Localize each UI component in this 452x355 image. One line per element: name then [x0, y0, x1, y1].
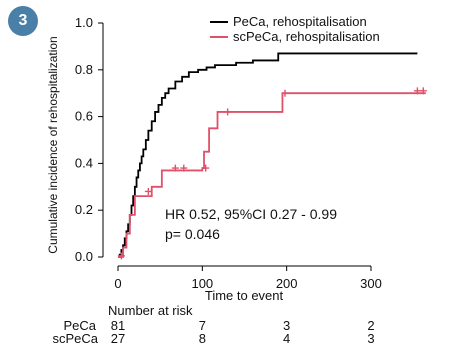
x-tick-label: 100 — [191, 276, 213, 291]
x-tick-label: 200 — [276, 276, 298, 291]
hazard-ratio-annotation: HR 0.52, 95%CI 0.27 - 0.99 — [165, 206, 337, 222]
risk-row-value: 2 — [367, 318, 374, 333]
risk-row-value: 4 — [283, 331, 290, 346]
risk-row-value: 3 — [283, 318, 290, 333]
risk-row-value: 7 — [199, 318, 206, 333]
censor-mark-scpeca — [117, 252, 125, 260]
censor-mark-scpeca — [419, 87, 427, 95]
legend-label-peca: PeCa, rehospitalisation — [233, 14, 367, 29]
series-line-scpeca — [118, 92, 426, 258]
x-axis-label: Time to event — [205, 288, 284, 303]
risk-row-label: scPeCa — [52, 331, 98, 346]
censor-mark-scpeca — [171, 164, 179, 172]
series-line-peca — [118, 52, 418, 258]
censor-mark-scpeca — [180, 164, 188, 172]
censor-mark-scpeca — [224, 108, 232, 116]
y-axis-label: Cumulative incidence of rehospitalizatio… — [46, 36, 60, 253]
censor-mark-scpeca — [413, 87, 421, 95]
series-layer — [117, 52, 427, 260]
panel-number-badge: 3 — [8, 6, 38, 36]
risk-row-value: 8 — [199, 331, 206, 346]
x-tick-label: 0 — [114, 276, 121, 291]
risk-row-label: PeCa — [63, 318, 96, 333]
y-tick-label: 0.8 — [75, 62, 93, 77]
censor-mark-scpeca — [144, 187, 152, 195]
y-tick-label: 1.0 — [75, 15, 93, 30]
legend: PeCa, rehospitalisation scPeCa, rehospit… — [210, 14, 380, 44]
x-tick-label: 300 — [360, 276, 382, 291]
y-tick-label: 0.6 — [75, 109, 93, 124]
censor-mark-scpeca — [202, 164, 210, 172]
risk-row-value: 3 — [367, 331, 374, 346]
y-tick-label: 0.0 — [75, 249, 93, 264]
risk-table-title: Number at risk — [108, 303, 193, 318]
legend-label-scpeca: scPeCa, rehospitalisation — [233, 29, 380, 44]
y-tick-label: 0.4 — [75, 155, 93, 170]
y-tick-label: 0.2 — [75, 202, 93, 217]
axes: 0.0 0.2 0.4 0.6 0.8 1.0 0 100 200 300 — [75, 15, 382, 291]
risk-row-value: 81 — [111, 318, 125, 333]
risk-row-value: 27 — [111, 331, 125, 346]
p-value-annotation: p= 0.046 — [165, 226, 220, 242]
x-ticks: 0 100 200 300 — [114, 266, 382, 291]
y-ticks: 0.0 0.2 0.4 0.6 0.8 1.0 — [75, 15, 103, 264]
censor-mark-scpeca — [281, 89, 289, 97]
